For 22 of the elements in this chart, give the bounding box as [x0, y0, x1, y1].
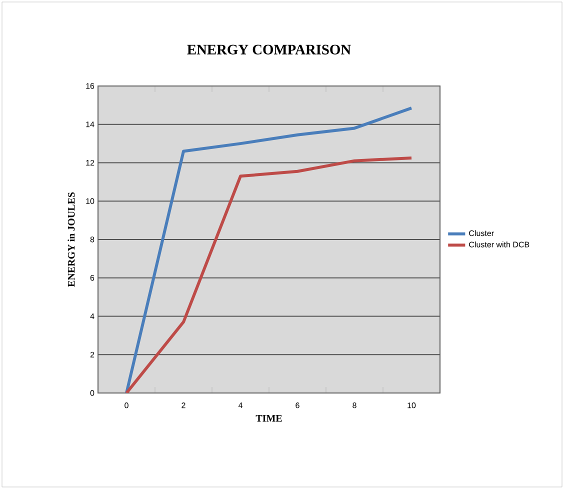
x-tick-label: 2 — [182, 402, 186, 408]
line-series — [125, 156, 413, 393]
y-tick-label: 10 — [86, 198, 94, 204]
x-tick-label: 10 — [408, 402, 416, 408]
y-tick-label: 12 — [86, 160, 94, 166]
y-tick-label: 6 — [90, 275, 94, 281]
y-tick-label: 0 — [90, 390, 94, 396]
x-tick-label: 8 — [352, 402, 356, 408]
y-tick-label: 8 — [90, 236, 94, 242]
y-axis-title: ENERGY in JOULES — [68, 192, 75, 287]
legend-label: Cluster — [469, 230, 494, 236]
x-tick-label: 4 — [238, 402, 242, 408]
chart-title: ENERGY COMPARISON — [187, 44, 351, 54]
y-tick-label: 16 — [86, 83, 94, 89]
line-series — [125, 106, 413, 393]
x-axis-title: TIME — [256, 415, 282, 422]
legend-label: Cluster with DCB — [469, 241, 530, 248]
x-tick-label: 0 — [124, 402, 128, 408]
y-tick-label: 2 — [90, 352, 94, 358]
y-tick-label: 14 — [86, 122, 94, 128]
y-tick-label: 4 — [90, 313, 94, 319]
x-tick-label: 6 — [296, 402, 300, 408]
